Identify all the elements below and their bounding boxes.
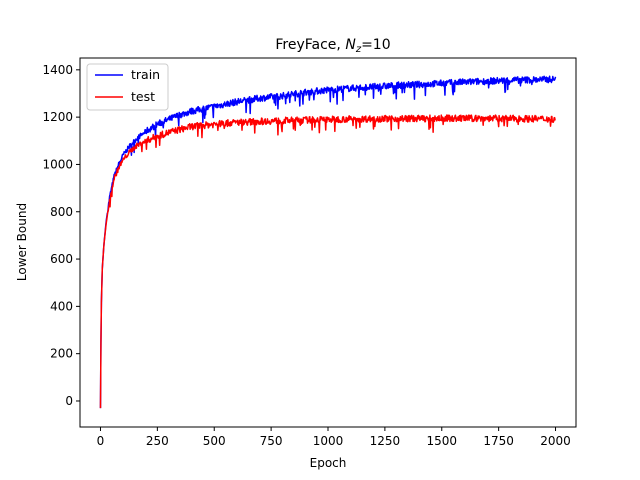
y-tick-label: 600 — [50, 252, 73, 266]
plot-lines — [99, 75, 557, 409]
legend-label-test: test — [131, 89, 155, 104]
x-tick-label: 0 — [97, 434, 105, 448]
x-tick-label: 250 — [146, 434, 169, 448]
x-tick-label: 500 — [203, 434, 226, 448]
y-tick-label: 1400 — [42, 63, 73, 77]
y-axis-label: Lower Bound — [15, 203, 29, 281]
x-tick-label: 1250 — [370, 434, 401, 448]
x-tick-label: 2000 — [540, 434, 571, 448]
x-tick-label: 1750 — [483, 434, 514, 448]
y-tick-label: 1000 — [42, 157, 73, 171]
legend: train test — [86, 63, 169, 111]
y-tick-label: 1200 — [42, 110, 73, 124]
y-tick-label: 800 — [50, 205, 73, 219]
x-tick-label: 1500 — [426, 434, 457, 448]
chart-title: FreyFace, Nz=10 — [275, 37, 390, 55]
y-tick-label: 400 — [50, 299, 73, 313]
x-tick-label: 1000 — [313, 434, 344, 448]
plot-frame — [79, 57, 577, 428]
legend-label-train: train — [131, 67, 160, 82]
series-line-test — [99, 114, 556, 409]
y-axis-ticks: 0 200 400 600 800 1000 1200 1400 — [42, 63, 80, 408]
series-line-train — [99, 75, 557, 409]
x-axis-label: Epoch — [310, 456, 347, 470]
y-tick-label: 0 — [65, 394, 73, 408]
x-tick-label: 750 — [260, 434, 283, 448]
x-axis-ticks: 0 250 500 750 1000 1250 1500 1750 2000 — [97, 427, 571, 448]
y-tick-label: 200 — [50, 347, 73, 361]
